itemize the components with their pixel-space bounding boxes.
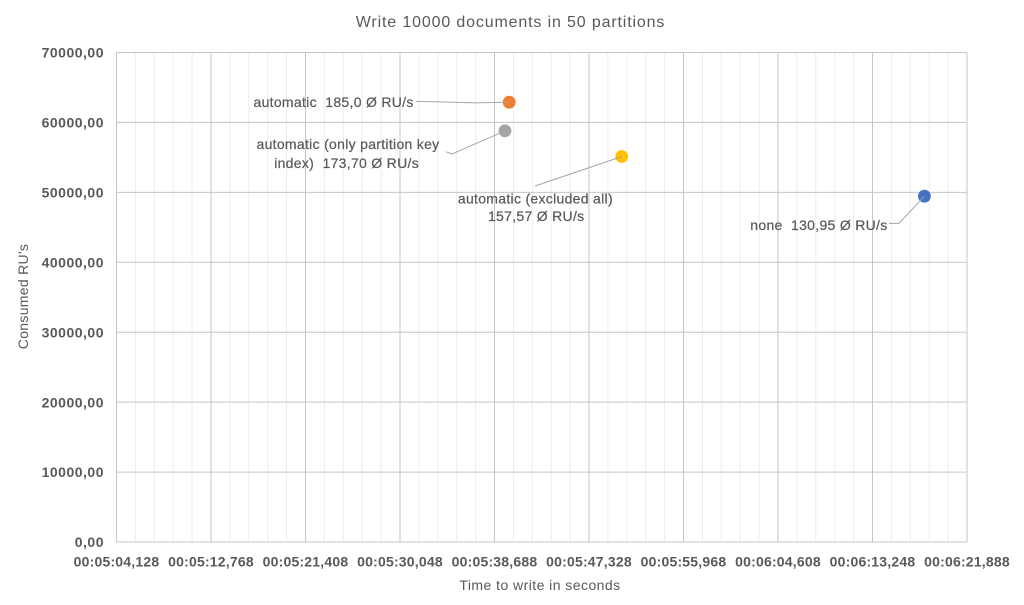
svg-text:00:05:21,408: 00:05:21,408: [263, 554, 349, 570]
svg-text:40000,00: 40000,00: [42, 254, 104, 270]
svg-text:00:06:13,248: 00:06:13,248: [830, 554, 916, 570]
svg-text:index) 173,70 Ø RU/s: index) 173,70 Ø RU/s: [274, 155, 419, 171]
svg-text:00:05:47,328: 00:05:47,328: [546, 554, 632, 570]
svg-text:60000,00: 60000,00: [42, 115, 104, 131]
svg-text:Consumed RU's: Consumed RU's: [15, 244, 31, 349]
svg-text:00:06:04,608: 00:06:04,608: [735, 554, 821, 570]
svg-text:00:05:55,968: 00:05:55,968: [641, 554, 727, 570]
svg-text:0,00: 0,00: [75, 534, 104, 550]
svg-text:50000,00: 50000,00: [42, 184, 104, 200]
svg-text:00:05:12,768: 00:05:12,768: [168, 554, 254, 570]
svg-text:00:06:21,888: 00:06:21,888: [924, 554, 1010, 570]
svg-text:157,57 Ø RU/s: 157,57 Ø RU/s: [488, 208, 585, 224]
svg-text:automatic (only partition key: automatic (only partition key: [256, 136, 439, 152]
svg-text:00:05:38,688: 00:05:38,688: [452, 554, 538, 570]
svg-text:Time to write in seconds: Time to write in seconds: [459, 577, 620, 593]
svg-text:70000,00: 70000,00: [42, 45, 104, 61]
svg-text:automatic 185,0 Ø RU/s: automatic 185,0 Ø RU/s: [253, 94, 413, 110]
svg-text:10000,00: 10000,00: [42, 464, 104, 480]
svg-text:automatic (excluded all): automatic (excluded all): [458, 190, 613, 206]
svg-text:none 130,95 Ø RU/s: none 130,95 Ø RU/s: [750, 217, 887, 233]
svg-text:30000,00: 30000,00: [42, 324, 104, 340]
svg-text:20000,00: 20000,00: [42, 394, 104, 410]
svg-text:00:05:04,128: 00:05:04,128: [74, 554, 160, 570]
svg-text:Write 10000 documents in 50 pa: Write 10000 documents in 50 partitions: [356, 14, 666, 31]
svg-text:00:05:30,048: 00:05:30,048: [357, 554, 443, 570]
